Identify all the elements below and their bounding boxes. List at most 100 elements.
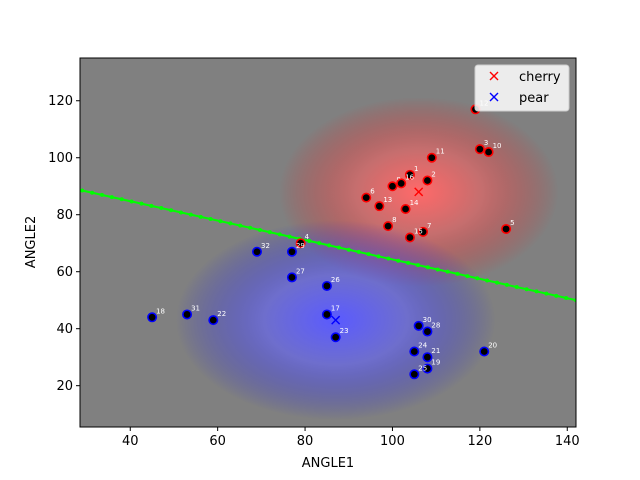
point-marker [361, 192, 372, 203]
point-marker [426, 152, 437, 163]
point-marker [409, 346, 420, 357]
point-marker [422, 175, 433, 186]
point-label: 14 [410, 199, 419, 207]
point-marker [413, 320, 424, 331]
point-marker [479, 346, 490, 357]
boundary-marker [248, 225, 253, 230]
boundary-marker [564, 296, 569, 301]
data-point: 30 [413, 316, 432, 331]
point-label: 24 [418, 341, 427, 349]
boundary-marker [99, 192, 104, 197]
class-centers [331, 187, 424, 325]
point-label: 31 [191, 304, 200, 312]
boundary-marker [494, 280, 499, 285]
boundary-marker [455, 271, 460, 276]
boundary-marker [327, 243, 332, 248]
boundary-marker [524, 287, 529, 292]
point-label: 4 [305, 233, 310, 241]
pear-center-marker [331, 315, 341, 325]
data-point: 27 [286, 267, 305, 283]
boundary-marker [198, 214, 203, 219]
data-point: 17 [321, 304, 340, 320]
boundary-marker [425, 265, 430, 270]
boundary-marker [445, 269, 450, 274]
boundary-marker [307, 238, 312, 243]
data-points: 1234567891011121314151617181920212223242… [147, 99, 515, 380]
point-label: 26 [331, 276, 340, 284]
data-point: 7 [418, 222, 432, 237]
point-label: 6 [370, 188, 375, 196]
boundary-marker [90, 190, 95, 195]
point-label: 3 [484, 139, 488, 147]
boundary-marker [188, 212, 193, 217]
point-marker [321, 309, 332, 320]
boundary-marker [129, 199, 134, 204]
y-tick-label: 40 [56, 322, 73, 337]
boundary-marker [485, 278, 490, 283]
point-label: 21 [431, 347, 440, 355]
data-point: 14 [400, 199, 419, 215]
data-point: 8 [383, 216, 397, 232]
y-tick-label: 120 [48, 94, 73, 109]
plot-frame [79, 57, 577, 428]
point-label: 7 [427, 222, 431, 230]
point-label: 15 [414, 228, 423, 236]
point-marker [422, 363, 433, 374]
boundary-marker [336, 245, 341, 250]
x-tick-label: 40 [122, 434, 139, 449]
point-label: 2 [431, 171, 435, 179]
point-marker [409, 369, 420, 380]
point-label: 32 [261, 242, 270, 250]
boundary-marker [208, 217, 213, 222]
data-point: 21 [422, 347, 440, 363]
point-marker [208, 315, 219, 326]
data-point: 10 [483, 142, 502, 158]
data-point: 23 [330, 327, 349, 343]
boundary-marker [514, 285, 519, 290]
point-label: 22 [217, 310, 226, 318]
y-tick-label: 20 [56, 379, 73, 394]
point-marker [483, 147, 494, 158]
boundary-marker [119, 197, 124, 202]
point-label: 29 [296, 242, 305, 250]
point-label: 25 [418, 364, 427, 372]
point-label: 27 [296, 267, 305, 275]
boundary-marker [534, 289, 539, 294]
boundary-marker [346, 247, 351, 252]
point-label: 23 [340, 327, 349, 335]
legend-entry-pear: pear [489, 91, 549, 106]
boundary-marker [139, 201, 144, 206]
point-marker [383, 221, 394, 232]
legend: cherry pear [474, 64, 570, 112]
data-point: 22 [208, 310, 226, 326]
boundary-marker [465, 274, 470, 279]
data-point: 5 [501, 219, 515, 234]
point-label: 17 [331, 304, 340, 312]
cherry-center-marker [414, 187, 424, 197]
point-marker [501, 223, 512, 234]
point-label: 18 [156, 307, 165, 315]
boundary-marker [267, 230, 272, 235]
boundary-marker [475, 276, 480, 281]
data-point: 26 [321, 276, 340, 291]
point-marker [147, 312, 158, 323]
boundary-marker [149, 203, 154, 208]
x-axis-label: ANGLE1 [302, 456, 354, 471]
point-marker [422, 352, 433, 363]
boundary-marker [386, 256, 391, 261]
y-tick-label: 80 [56, 208, 73, 223]
point-marker [404, 169, 415, 180]
boundary-marker [218, 219, 223, 224]
boundary-marker [376, 254, 381, 259]
data-point: 18 [147, 307, 165, 323]
data-point: 2 [422, 171, 436, 186]
data-point: 15 [404, 228, 423, 243]
point-marker [286, 246, 297, 257]
point-label: 11 [436, 148, 445, 156]
point-label: 5 [510, 219, 514, 227]
boundary-marker [366, 252, 371, 257]
boundary-marker [238, 223, 243, 228]
data-point: 1 [404, 165, 418, 180]
boundary-marker [415, 263, 420, 268]
